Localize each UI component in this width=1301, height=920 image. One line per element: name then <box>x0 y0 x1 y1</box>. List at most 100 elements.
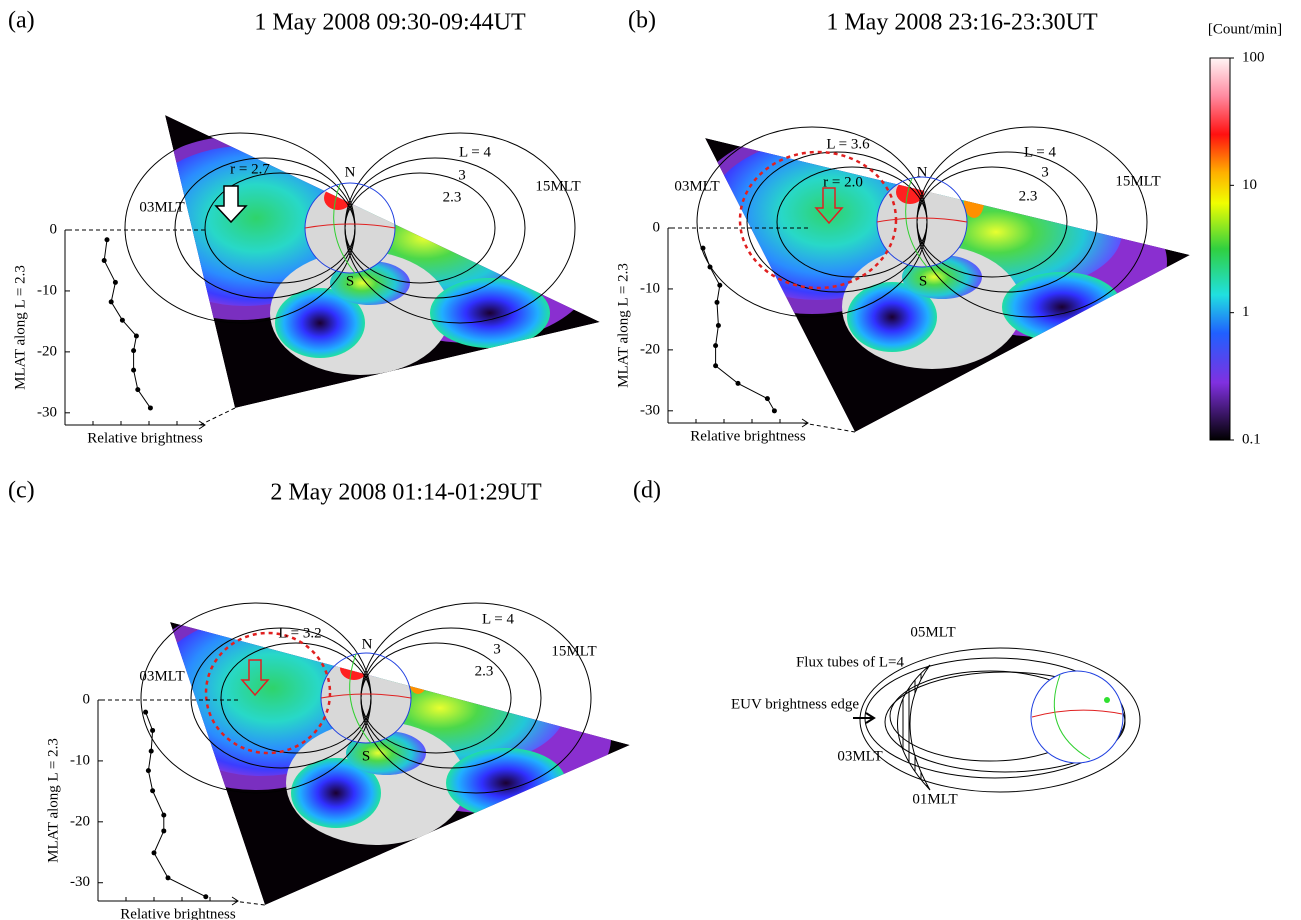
y-tick-label: -30 <box>70 874 90 890</box>
annotation: L = 3.6 <box>826 136 870 152</box>
y-tick-label: -30 <box>37 404 57 420</box>
emission-region <box>1002 272 1122 342</box>
guide-line <box>200 408 235 425</box>
x-axis-label: Relative brightness <box>87 430 203 446</box>
y-axis-label: MLAT along L = 2.3 <box>45 738 61 863</box>
annotation: N <box>362 636 373 652</box>
pointer <box>853 713 874 723</box>
annotation: r = 2.0 <box>823 174 863 190</box>
profile-point <box>713 363 718 368</box>
annotation: N <box>917 164 928 180</box>
profile-point <box>152 850 157 855</box>
profile-point <box>150 788 155 793</box>
annotation: L = 3.2 <box>278 625 321 641</box>
panel-title: 1 May 2008 23:16-23:30UT <box>826 10 1098 36</box>
annotation: L = 4 <box>459 144 492 160</box>
profile-line <box>146 712 206 897</box>
spot <box>1104 697 1110 703</box>
annotation: S <box>346 273 354 289</box>
annotation: 2.3 <box>475 663 494 679</box>
y-tick-label: -10 <box>640 280 660 296</box>
colorbar-tick-label: 0.1 <box>1242 431 1261 447</box>
y-axis-label: MLAT along L = 2.3 <box>12 265 28 390</box>
guide-line <box>803 423 855 432</box>
annotation: L = 4 <box>482 611 515 627</box>
annotation: S <box>919 273 927 289</box>
colorbar-tick-label: 10 <box>1242 177 1257 193</box>
annotation: 15MLT <box>535 178 580 194</box>
panel-label: (a) <box>8 8 35 34</box>
y-axis-label: MLAT along L = 2.3 <box>615 263 631 388</box>
x-axis <box>668 419 808 427</box>
annotation: 3 <box>493 641 501 657</box>
annotation: L = 4 <box>1024 144 1057 160</box>
profile-point <box>713 343 718 348</box>
profile-point <box>109 299 114 304</box>
figure: (a)1 May 2008 09:30-09:44UTL = 432.315ML… <box>0 0 1301 920</box>
annotation: r = 2.7 <box>230 161 270 177</box>
colorbar <box>1210 58 1230 440</box>
colorbar-tick-label: 100 <box>1242 49 1265 65</box>
profile-point <box>150 728 155 733</box>
annotation: 15MLT <box>1115 173 1160 189</box>
profile-point <box>131 368 136 373</box>
annotation: EUV brightness edge <box>731 696 859 712</box>
emission-region <box>430 278 550 348</box>
y-tick-label: -10 <box>70 752 90 768</box>
profile-point <box>146 768 151 773</box>
profile-point <box>135 387 140 392</box>
bright-spot <box>392 192 412 224</box>
annotation: 03MLT <box>674 178 719 194</box>
y-tick-label: -10 <box>37 282 57 298</box>
profile-point <box>736 381 741 386</box>
y-tick-label: -30 <box>640 402 660 418</box>
bright-spot <box>408 662 428 694</box>
annotation: Flux tubes of L=4 <box>796 654 905 670</box>
profile-point <box>131 348 136 353</box>
profile-point <box>148 405 153 410</box>
annotation: S <box>362 748 370 764</box>
profile-point <box>765 396 770 401</box>
x-axis <box>65 421 205 429</box>
panel-label: (b) <box>628 8 656 34</box>
profile-point <box>113 280 118 285</box>
profile-point <box>708 265 713 270</box>
annotation: 03MLT <box>139 668 184 684</box>
annotation: 03MLT <box>837 748 882 764</box>
annotation: N <box>345 164 356 180</box>
annotation: 2.3 <box>1019 188 1038 204</box>
profile-point <box>203 894 208 899</box>
profile-point <box>716 323 721 328</box>
profile-point <box>166 875 171 880</box>
x-axis <box>98 897 238 905</box>
profile-point <box>149 749 154 754</box>
annotation: 2.3 <box>443 189 462 205</box>
profile-point <box>715 300 720 305</box>
profile-point <box>102 258 107 263</box>
annotation: 01MLT <box>912 791 957 807</box>
annotation: 03MLT <box>139 199 184 215</box>
panel-label: (c) <box>8 478 35 504</box>
profile-line <box>104 240 150 408</box>
profile-point <box>134 334 139 339</box>
profile-point <box>105 237 110 242</box>
y-tick-label: 0 <box>83 691 91 707</box>
y-tick-label: -20 <box>37 343 57 359</box>
emission-region <box>446 748 566 818</box>
colorbar-tick-label: 1 <box>1242 304 1250 320</box>
y-tick-label: 0 <box>653 219 661 235</box>
earth <box>1031 671 1123 763</box>
annotation: 3 <box>458 167 466 183</box>
profile-line <box>703 248 774 411</box>
colorbar-label: [Count/min] <box>1208 21 1282 37</box>
profile-point <box>717 283 722 288</box>
panel-label: (d) <box>633 478 661 504</box>
profile-point <box>772 408 777 413</box>
annotation: 15MLT <box>551 643 596 659</box>
x-axis-label: Relative brightness <box>690 428 806 444</box>
profile-point <box>161 828 166 833</box>
x-axis-label: Relative brightness <box>120 906 236 920</box>
profile-point <box>120 318 125 323</box>
profile-point <box>161 813 166 818</box>
y-tick-label: 0 <box>50 221 58 237</box>
